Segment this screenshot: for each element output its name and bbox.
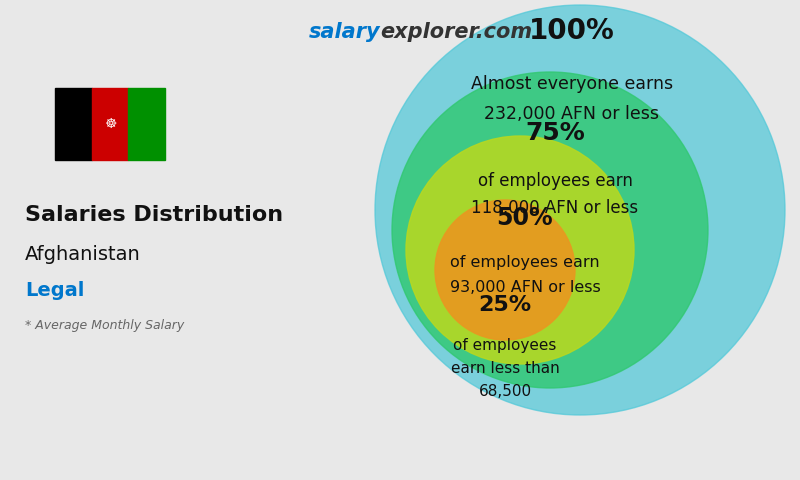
Text: 118,000 AFN or less: 118,000 AFN or less (471, 199, 638, 217)
Text: explorer.com: explorer.com (380, 22, 532, 42)
Text: of employees: of employees (454, 338, 557, 353)
Text: Salaries Distribution: Salaries Distribution (25, 205, 283, 225)
Text: earn less than: earn less than (450, 361, 559, 376)
Text: of employees earn: of employees earn (478, 172, 633, 190)
Text: 50%: 50% (497, 206, 554, 230)
Bar (128, 88, 165, 160)
Text: 25%: 25% (478, 295, 531, 315)
Text: 75%: 75% (525, 121, 585, 145)
Bar (55, 88, 92, 160)
Ellipse shape (406, 136, 634, 364)
Text: 93,000 AFN or less: 93,000 AFN or less (450, 280, 600, 295)
Ellipse shape (435, 200, 575, 340)
Bar (92, 88, 128, 160)
Text: ☸: ☸ (104, 117, 116, 131)
Ellipse shape (392, 72, 708, 388)
Text: of employees earn: of employees earn (450, 255, 600, 270)
Text: 232,000 AFN or less: 232,000 AFN or less (485, 105, 659, 123)
Ellipse shape (375, 5, 785, 415)
Text: Afghanistan: Afghanistan (25, 245, 141, 264)
Text: 68,500: 68,500 (478, 384, 531, 399)
Text: * Average Monthly Salary: * Average Monthly Salary (25, 319, 184, 332)
Text: 100%: 100% (529, 17, 615, 45)
Text: Legal: Legal (25, 280, 84, 300)
Text: Almost everyone earns: Almost everyone earns (471, 75, 673, 93)
Text: salary: salary (308, 22, 380, 42)
